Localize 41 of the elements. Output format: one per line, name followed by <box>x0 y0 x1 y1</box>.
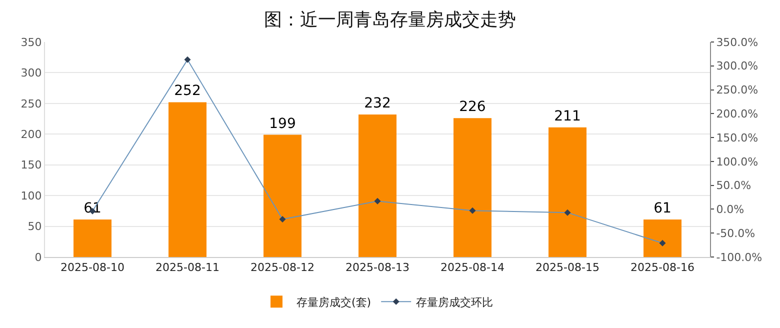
bar <box>548 127 586 257</box>
bar <box>74 220 112 257</box>
x-tick-label: 2025-08-12 <box>250 261 314 274</box>
bar <box>358 114 396 257</box>
y2-tick-label: 200.0% <box>716 108 758 121</box>
y2-tick-label: 350.0% <box>716 36 758 49</box>
y2-tick-label: -100.0% <box>716 250 762 264</box>
y2-tick-label: 250.0% <box>716 84 758 97</box>
y2-tick-label: 300.0% <box>716 60 758 73</box>
x-tick-label: 2025-08-15 <box>536 261 600 274</box>
data-label: 211 <box>554 108 581 124</box>
chart-title: 图：近一周青岛存量房成交走势 <box>264 10 516 31</box>
y2-tick-label: 0.0% <box>716 203 744 216</box>
y-tick-label: 50 <box>28 220 42 234</box>
y2-tick-label: 150.0% <box>716 131 758 144</box>
x-tick-label: 2025-08-16 <box>630 261 694 274</box>
y2-tick-label: 100.0% <box>716 155 758 168</box>
y-tick-label: 350 <box>20 36 42 49</box>
x-tick-label: 2025-08-13 <box>346 261 410 274</box>
data-label: 199 <box>269 116 296 132</box>
y-tick-label: 250 <box>20 97 42 110</box>
y2-tick-label: -50.0% <box>716 226 756 240</box>
data-label: 61 <box>654 200 672 217</box>
y-tick-label: 150 <box>20 158 42 172</box>
data-label: 226 <box>459 99 486 116</box>
legend-label: 存量房成交(套) <box>296 296 372 309</box>
data-label: 252 <box>174 83 201 100</box>
bar <box>454 118 492 257</box>
x-tick-label: 2025-08-11 <box>156 261 220 274</box>
bar <box>168 102 206 257</box>
x-tick-label: 2025-08-14 <box>440 261 504 274</box>
y-tick-label: 0 <box>34 250 42 264</box>
y-tick-label: 100 <box>20 189 42 202</box>
y-tick-label: 200 <box>20 128 42 141</box>
legend-label: 存量房成交环比 <box>416 296 494 309</box>
bar <box>644 220 682 257</box>
y2-tick-label: 50.0% <box>716 179 752 192</box>
y-tick-label: 300 <box>20 66 42 80</box>
bar <box>264 134 302 257</box>
x-tick-label: 2025-08-10 <box>60 261 124 274</box>
data-label: 232 <box>364 95 391 112</box>
